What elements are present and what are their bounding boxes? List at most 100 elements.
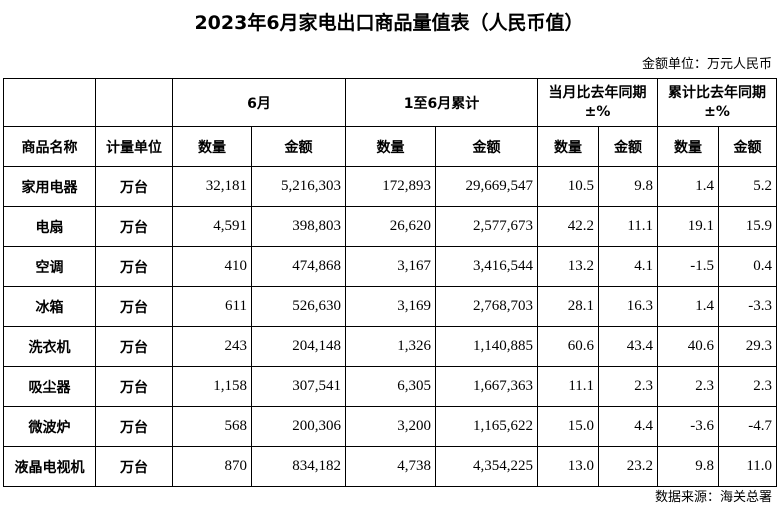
cum-yoy-qty: 40.6	[657, 326, 720, 367]
cum-qty: 6,305	[345, 366, 436, 407]
cum-yoy-amount: 11.0	[718, 446, 778, 487]
month-amount: 474,868	[251, 246, 346, 287]
month-amount: 204,148	[251, 326, 346, 367]
product-name: 冰箱	[3, 286, 96, 327]
header-cum-yoy-line1: 累计比去年同期	[668, 84, 767, 101]
month-qty: 32,181	[172, 166, 252, 207]
month-amount: 398,803	[251, 206, 346, 247]
cum-amount: 2,768,703	[434, 286, 539, 327]
cum-amount: 1,140,885	[434, 326, 539, 367]
measure-unit: 万台	[95, 406, 173, 447]
cum-amount: 1,667,363	[434, 366, 539, 407]
table-row: 洗衣机 万台 243 204,148 1,326 1,140,885 60.6 …	[3, 326, 778, 367]
cum-qty: 26,620	[345, 206, 436, 247]
month-yoy-qty: 11.1	[537, 366, 600, 407]
header-month-yoy-group: 当月比去年同期 ±%	[537, 78, 659, 127]
month-yoy-amount: 11.1	[598, 206, 659, 247]
cum-amount: 4,354,225	[434, 446, 539, 487]
cum-yoy-amount: 2.3	[718, 366, 778, 407]
page-title: 2023年6月家电出口商品量值表（人民币值）	[194, 12, 584, 34]
cum-yoy-amount: 0.4	[718, 246, 778, 287]
cum-amount: 2,577,673	[434, 206, 539, 247]
table-row: 吸尘器 万台 1,158 307,541 6,305 1,667,363 11.…	[3, 366, 778, 407]
measure-unit: 万台	[95, 326, 173, 367]
cum-yoy-qty: 9.8	[657, 446, 720, 487]
header-month-yoy-amount: 金额	[598, 126, 659, 167]
header-month-yoy-line2: ±%	[584, 103, 611, 120]
month-qty: 1,158	[172, 366, 252, 407]
measure-unit: 万台	[95, 366, 173, 407]
measure-unit: 万台	[95, 286, 173, 327]
header-cum-yoy-qty: 数量	[657, 126, 720, 167]
cum-yoy-amount: 29.3	[718, 326, 778, 367]
header-cum-yoy-line2: ±%	[704, 103, 730, 120]
month-amount: 5,216,303	[251, 166, 346, 207]
cum-qty: 1,326	[345, 326, 436, 367]
month-qty: 611	[172, 286, 252, 327]
cum-yoy-qty: -1.5	[657, 246, 720, 287]
header-product-name: 商品名称	[3, 126, 96, 167]
table-row: 液晶电视机 万台 870 834,182 4,738 4,354,225 13.…	[3, 446, 778, 487]
month-yoy-qty: 15.0	[537, 406, 600, 447]
header-blank-2	[95, 78, 173, 127]
month-yoy-qty: 60.6	[537, 326, 600, 367]
data-source-note: 数据来源：海关总署	[654, 490, 772, 505]
header-blank-1	[3, 78, 96, 127]
month-yoy-amount: 2.3	[598, 366, 659, 407]
header-month-group: 6月	[172, 78, 346, 127]
month-qty: 568	[172, 406, 252, 447]
table-row: 冰箱 万台 611 526,630 3,169 2,768,703 28.1 1…	[3, 286, 778, 327]
cum-yoy-qty: -3.6	[657, 406, 720, 447]
month-yoy-qty: 13.0	[537, 446, 600, 487]
cum-yoy-amount: 5.2	[718, 166, 778, 207]
cum-amount: 3,416,544	[434, 246, 539, 287]
cum-yoy-qty: 2.3	[657, 366, 720, 407]
cum-yoy-amount: -4.7	[718, 406, 778, 447]
month-yoy-qty: 42.2	[537, 206, 600, 247]
cum-yoy-amount: -3.3	[718, 286, 778, 327]
month-yoy-amount: 16.3	[598, 286, 659, 327]
export-table: 6月 1至6月累计 当月比去年同期 ±% 累计比去年同期 ±% 商品名称 计量单…	[3, 78, 778, 487]
table-row: 家用电器 万台 32,181 5,216,303 172,893 29,669,…	[3, 166, 778, 207]
cum-amount: 29,669,547	[434, 166, 539, 207]
measure-unit: 万台	[95, 166, 173, 207]
cum-yoy-qty: 1.4	[657, 166, 720, 207]
product-name: 洗衣机	[3, 326, 96, 367]
header-column-row: 商品名称 计量单位 数量 金额 数量 金额 数量 金额 数量 金额	[3, 126, 778, 167]
month-qty: 243	[172, 326, 252, 367]
cum-qty: 3,169	[345, 286, 436, 327]
cum-qty: 4,738	[345, 446, 436, 487]
header-cum-amount: 金额	[434, 126, 539, 167]
month-yoy-amount: 4.1	[598, 246, 659, 287]
header-cum-qty: 数量	[345, 126, 436, 167]
table-row: 空调 万台 410 474,868 3,167 3,416,544 13.2 4…	[3, 246, 778, 287]
product-name: 吸尘器	[3, 366, 96, 407]
header-cum-yoy-amount: 金额	[718, 126, 778, 167]
cum-qty: 172,893	[345, 166, 436, 207]
month-qty: 410	[172, 246, 252, 287]
cum-yoy-amount: 15.9	[718, 206, 778, 247]
cum-amount: 1,165,622	[434, 406, 539, 447]
month-yoy-qty: 13.2	[537, 246, 600, 287]
header-cum-yoy-group: 累计比去年同期 ±%	[657, 78, 778, 127]
month-yoy-amount: 4.4	[598, 406, 659, 447]
product-name: 微波炉	[3, 406, 96, 447]
header-month-amount: 金额	[251, 126, 346, 167]
month-amount: 834,182	[251, 446, 346, 487]
measure-unit: 万台	[95, 206, 173, 247]
month-yoy-qty: 28.1	[537, 286, 600, 327]
header-cumulative-group: 1至6月累计	[344, 78, 539, 127]
measure-unit: 万台	[95, 246, 173, 287]
month-amount: 307,541	[251, 366, 346, 407]
product-name: 空调	[3, 246, 96, 287]
header-month-yoy-qty: 数量	[537, 126, 600, 167]
header-month-qty: 数量	[172, 126, 252, 167]
cum-qty: 3,200	[345, 406, 436, 447]
month-qty: 870	[172, 446, 252, 487]
product-name: 液晶电视机	[3, 446, 96, 487]
month-yoy-amount: 9.8	[598, 166, 659, 207]
table-row: 微波炉 万台 568 200,306 3,200 1,165,622 15.0 …	[3, 406, 778, 447]
month-yoy-amount: 43.4	[598, 326, 659, 367]
header-group-row: 6月 1至6月累计 当月比去年同期 ±% 累计比去年同期 ±%	[3, 78, 778, 127]
amount-unit-note: 金额单位：万元人民币	[641, 57, 772, 72]
